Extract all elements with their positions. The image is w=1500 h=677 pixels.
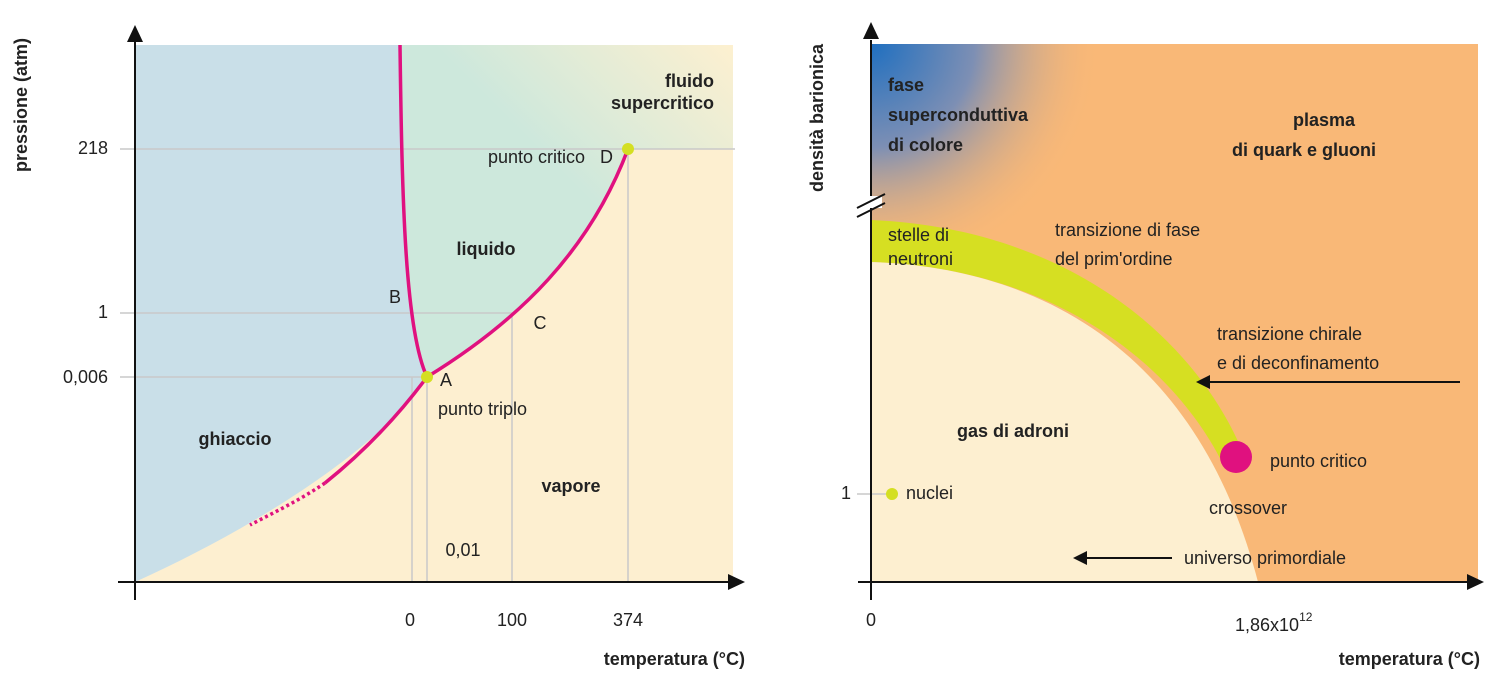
y-tick-label: 1 xyxy=(98,302,108,322)
label: transizione chirale xyxy=(1217,324,1362,344)
x-note: 0,01 xyxy=(445,540,480,560)
region-label: supercritico xyxy=(611,93,714,113)
x-tick-label: 0 xyxy=(866,610,876,630)
label: transizione di fase xyxy=(1055,220,1200,240)
nuclei-point xyxy=(886,488,898,500)
label: crossover xyxy=(1209,498,1287,518)
region-label: superconduttiva xyxy=(888,105,1029,125)
region-label: ghiaccio xyxy=(198,429,271,449)
arrow xyxy=(1196,375,1210,389)
axes xyxy=(858,40,1472,600)
x-tick-label: 100 xyxy=(497,610,527,630)
region-label: fase xyxy=(888,75,924,95)
y-axis-label: pressione (atm) xyxy=(11,38,31,172)
label: nuclei xyxy=(906,483,953,503)
axes xyxy=(118,40,735,600)
x-axis-label: temperatura (°C) xyxy=(604,649,745,669)
arrow xyxy=(127,25,143,42)
y-tick-label: 0,006 xyxy=(63,367,108,387)
water-diagram: 218 1 0,006 0 100 374 0,01 temperatura (… xyxy=(11,25,745,669)
point-label: D xyxy=(600,147,613,167)
tick-base: 1,86x10 xyxy=(1235,615,1299,635)
label: universo primordiale xyxy=(1184,548,1346,568)
critical-point xyxy=(1220,441,1252,473)
region-label: liquido xyxy=(457,239,516,259)
region-label: plasma xyxy=(1293,110,1356,130)
x-tick-label: 374 xyxy=(613,610,643,630)
tick-exponent: 12 xyxy=(1299,610,1313,624)
y-axis-label: densità barionica xyxy=(807,43,827,192)
region-label: fluido xyxy=(665,71,714,91)
point-note: punto critico xyxy=(488,147,585,167)
phase-curves xyxy=(249,44,630,527)
label: stelle di xyxy=(888,225,949,245)
arrow xyxy=(1467,574,1484,590)
arrows xyxy=(1085,381,1460,559)
point-label: C xyxy=(534,313,547,333)
point-note: punto triplo xyxy=(438,399,527,419)
triple-point xyxy=(421,371,433,383)
region-label: di quark e gluoni xyxy=(1232,140,1376,160)
x-tick-label: 1,86x1012 xyxy=(1235,610,1313,635)
point-label: A xyxy=(440,370,452,390)
arrow xyxy=(1073,551,1087,565)
critical-point xyxy=(622,143,634,155)
region-label: vapore xyxy=(541,476,600,496)
arrow xyxy=(863,22,879,39)
qcd-diagram: 1 0 1,86x1012 temperatura (°C) densità b… xyxy=(807,22,1484,669)
point-label: B xyxy=(389,287,401,307)
y-tick-label: 1 xyxy=(841,483,851,503)
x-axis-label: temperatura (°C) xyxy=(1339,649,1480,669)
x-tick-label: 0 xyxy=(405,610,415,630)
label: punto critico xyxy=(1270,451,1367,471)
label: neutroni xyxy=(888,249,953,269)
grid xyxy=(120,148,735,582)
label: e di deconfinamento xyxy=(1217,353,1379,373)
liquid-region xyxy=(400,45,733,377)
y-tick-label: 218 xyxy=(78,138,108,158)
hadron-region xyxy=(871,262,1258,582)
axis-break xyxy=(856,193,886,218)
first-order-band xyxy=(871,220,1242,462)
region-label: gas di adroni xyxy=(957,421,1069,441)
region-label: di colore xyxy=(888,135,963,155)
label: del prim'ordine xyxy=(1055,249,1173,269)
arrow xyxy=(728,574,745,590)
